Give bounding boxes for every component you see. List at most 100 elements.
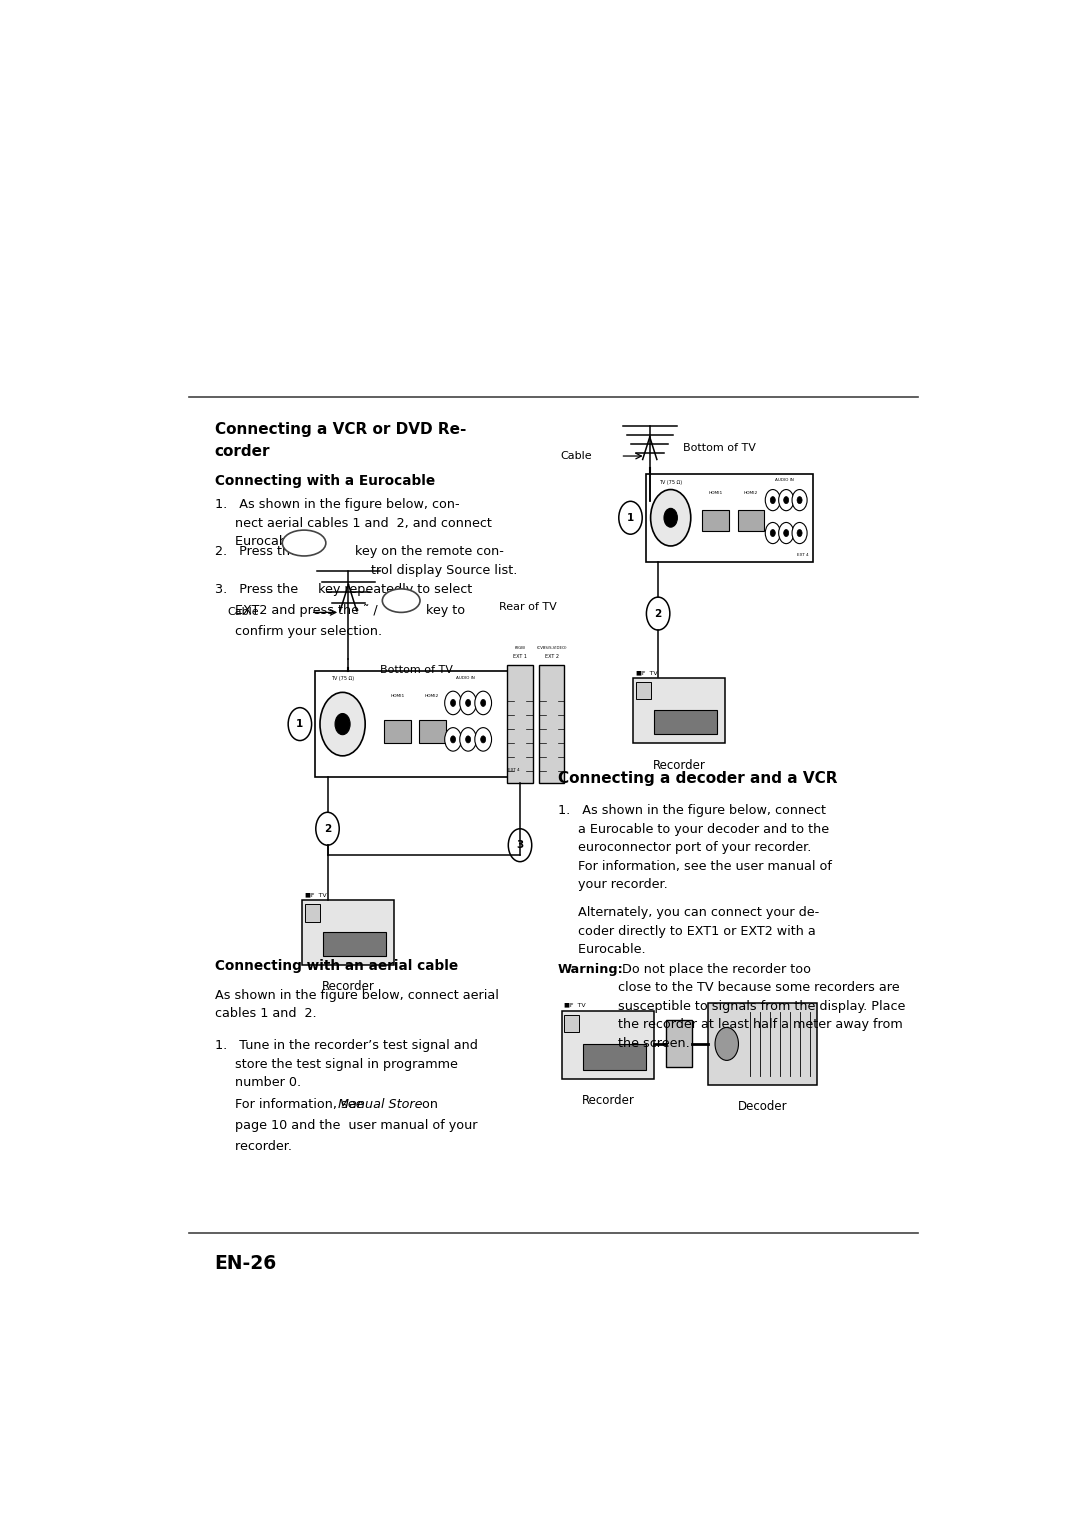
Text: (CVBS/S-VIDEO): (CVBS/S-VIDEO)	[537, 646, 567, 651]
Text: Connecting a decoder and a VCR: Connecting a decoder and a VCR	[557, 771, 837, 786]
Text: Decoder: Decoder	[738, 1101, 787, 1113]
Text: HDMI1: HDMI1	[708, 492, 723, 495]
Bar	[565, 1014, 580, 1032]
Text: Cable: Cable	[227, 608, 259, 617]
Text: Bottom of TV: Bottom of TV	[684, 443, 756, 454]
Circle shape	[481, 699, 486, 707]
Circle shape	[450, 699, 456, 707]
Circle shape	[450, 736, 456, 744]
Bar	[653, 710, 717, 733]
Text: Cable: Cable	[561, 450, 592, 461]
FancyBboxPatch shape	[562, 1011, 653, 1080]
Text: Manual Store: Manual Store	[338, 1098, 423, 1112]
Text: key on the remote con-
     trol display Source list.: key on the remote con- trol display Sour…	[351, 545, 517, 577]
Text: Rear of TV: Rear of TV	[499, 602, 557, 611]
Text: ■F  TV: ■F TV	[305, 892, 326, 896]
Text: Connecting with an aerial cable: Connecting with an aerial cable	[215, 959, 458, 973]
Text: TV (75 Ω): TV (75 Ω)	[659, 479, 683, 484]
Circle shape	[288, 707, 312, 741]
Text: on: on	[418, 1098, 437, 1112]
Text: EXT 4: EXT 4	[797, 553, 809, 557]
Text: For information, see: For information, see	[215, 1098, 367, 1112]
Circle shape	[766, 490, 781, 510]
Circle shape	[715, 1028, 739, 1060]
Text: EN-26: EN-26	[215, 1254, 276, 1274]
Bar	[323, 931, 387, 956]
Text: recorder.: recorder.	[215, 1141, 292, 1153]
Text: corder: corder	[215, 444, 270, 460]
Bar	[738, 510, 765, 531]
FancyBboxPatch shape	[666, 1020, 691, 1067]
Circle shape	[320, 692, 365, 756]
Ellipse shape	[282, 530, 326, 556]
Bar	[419, 719, 446, 744]
Text: confirm your selection.: confirm your selection.	[215, 626, 381, 638]
Text: AUDIO IN: AUDIO IN	[456, 676, 474, 680]
Circle shape	[315, 812, 339, 846]
Text: ■F  TV: ■F TV	[635, 670, 657, 676]
FancyBboxPatch shape	[646, 473, 813, 562]
Text: 3.   Press the     key repeatedly to select: 3. Press the key repeatedly to select	[215, 583, 472, 596]
Circle shape	[650, 490, 691, 547]
Text: EXT 4: EXT 4	[509, 768, 521, 773]
Text: EXT 1: EXT 1	[513, 655, 527, 660]
Circle shape	[619, 501, 643, 534]
Text: HDMI2: HDMI2	[744, 492, 758, 495]
Circle shape	[481, 736, 486, 744]
Circle shape	[797, 496, 802, 504]
FancyBboxPatch shape	[708, 1003, 818, 1086]
Bar	[583, 1044, 646, 1070]
Circle shape	[475, 728, 491, 751]
Text: Connecting a VCR or DVD Re-: Connecting a VCR or DVD Re-	[215, 421, 465, 437]
Text: 2: 2	[324, 823, 332, 834]
Circle shape	[784, 496, 788, 504]
Circle shape	[465, 736, 471, 744]
Bar	[702, 510, 729, 531]
Text: Alternately, you can connect your de-
     coder directly to EXT1 or EXT2 with a: Alternately, you can connect your de- co…	[557, 907, 819, 956]
Circle shape	[766, 522, 781, 544]
FancyBboxPatch shape	[539, 666, 565, 783]
Circle shape	[792, 522, 807, 544]
Circle shape	[460, 728, 476, 751]
Text: Recorder: Recorder	[652, 759, 705, 773]
FancyBboxPatch shape	[633, 678, 725, 744]
Circle shape	[475, 692, 491, 715]
Circle shape	[335, 713, 350, 734]
Circle shape	[784, 530, 788, 536]
FancyBboxPatch shape	[508, 666, 532, 783]
Text: AUDIO IN: AUDIO IN	[775, 478, 794, 483]
Text: 1: 1	[626, 513, 634, 522]
Circle shape	[779, 522, 794, 544]
Text: 1.   Tune in the recorder’s test signal and
     store the test signal in progra: 1. Tune in the recorder’s test signal an…	[215, 1040, 477, 1089]
Text: 2: 2	[654, 609, 662, 618]
Bar	[305, 904, 320, 922]
Text: 2.   Press the: 2. Press the	[215, 545, 301, 559]
Text: key to: key to	[422, 605, 465, 617]
Text: 1: 1	[296, 719, 303, 728]
Text: Connecting with a Eurocable: Connecting with a Eurocable	[215, 473, 434, 487]
Circle shape	[664, 508, 677, 527]
Circle shape	[770, 530, 775, 536]
Text: Warning:: Warning:	[557, 964, 623, 976]
FancyBboxPatch shape	[302, 901, 394, 965]
Circle shape	[647, 597, 670, 631]
Bar	[384, 719, 411, 744]
Text: HDMI2: HDMI2	[426, 693, 440, 698]
Text: EXT2 and press the ˜ /: EXT2 and press the ˜ /	[215, 605, 386, 617]
Circle shape	[779, 490, 794, 510]
Text: EXT 2: EXT 2	[544, 655, 558, 660]
Circle shape	[509, 829, 531, 861]
Circle shape	[770, 496, 775, 504]
Circle shape	[792, 490, 807, 510]
Ellipse shape	[382, 589, 420, 612]
Text: Recorder: Recorder	[581, 1095, 634, 1107]
Text: page 10 and the  user manual of your: page 10 and the user manual of your	[215, 1119, 477, 1132]
Circle shape	[445, 692, 461, 715]
Text: 3: 3	[516, 840, 524, 851]
Circle shape	[465, 699, 471, 707]
Text: ■F  TV: ■F TV	[565, 1002, 586, 1008]
Text: Do not place the recorder too
close to the TV because some recorders are
suscept: Do not place the recorder too close to t…	[618, 964, 905, 1049]
Text: OK: OK	[394, 596, 408, 605]
Text: AV: AV	[297, 539, 311, 548]
Text: Recorder: Recorder	[322, 980, 375, 994]
